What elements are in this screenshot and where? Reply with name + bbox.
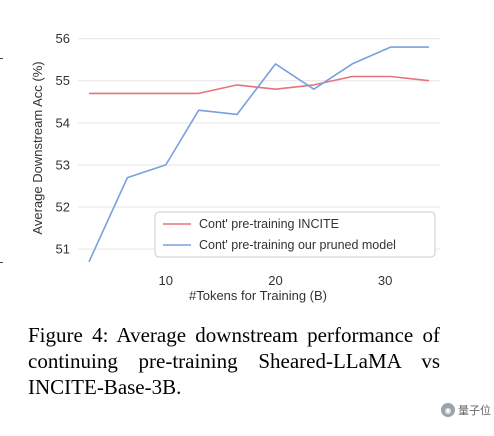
x-ticks: 10 20 30	[159, 273, 393, 288]
series-line-1	[88, 46, 429, 263]
edge-mark	[0, 262, 3, 263]
watermark-logo-icon: ◉	[441, 403, 455, 417]
y-tick-label: 54	[56, 115, 70, 130]
series-lines	[88, 46, 430, 263]
watermark: ◉ 量子位	[441, 402, 491, 418]
chart-background	[0, 0, 494, 320]
legend-box	[154, 211, 436, 258]
y-tick-label: 56	[56, 31, 70, 46]
y-axis-label: Average Downstream Acc (%)	[30, 61, 45, 234]
edge-mark	[0, 58, 3, 59]
x-tick-label: 10	[159, 273, 173, 288]
legend-label-pruned: Cont' pre-training our pruned model	[199, 238, 396, 252]
y-ticks: 51 52 53 54 55 56	[56, 31, 70, 257]
chart: 51 52 53 54 55 56 10 20 30 #Tokens for Training…	[0, 0, 494, 320]
series-line-0	[89, 75, 430, 95]
watermark-text: 量子位	[458, 404, 491, 417]
y-tick-label: 52	[56, 200, 70, 215]
y-tick-label: 51	[56, 242, 70, 257]
legend-label-incite: Cont' pre-training INCITE	[199, 217, 339, 231]
x-tick-label: 20	[268, 273, 282, 288]
x-axis-label: #Tokens for Training (B)	[189, 288, 327, 303]
y-tick-label: 55	[56, 73, 70, 88]
legend: Cont' pre-training INCITE Cont' pre-trai…	[154, 211, 436, 258]
x-tick-label: 30	[378, 273, 392, 288]
figure-caption: Figure 4: Average downstream performance…	[28, 323, 440, 399]
y-tick-label: 53	[56, 157, 70, 172]
